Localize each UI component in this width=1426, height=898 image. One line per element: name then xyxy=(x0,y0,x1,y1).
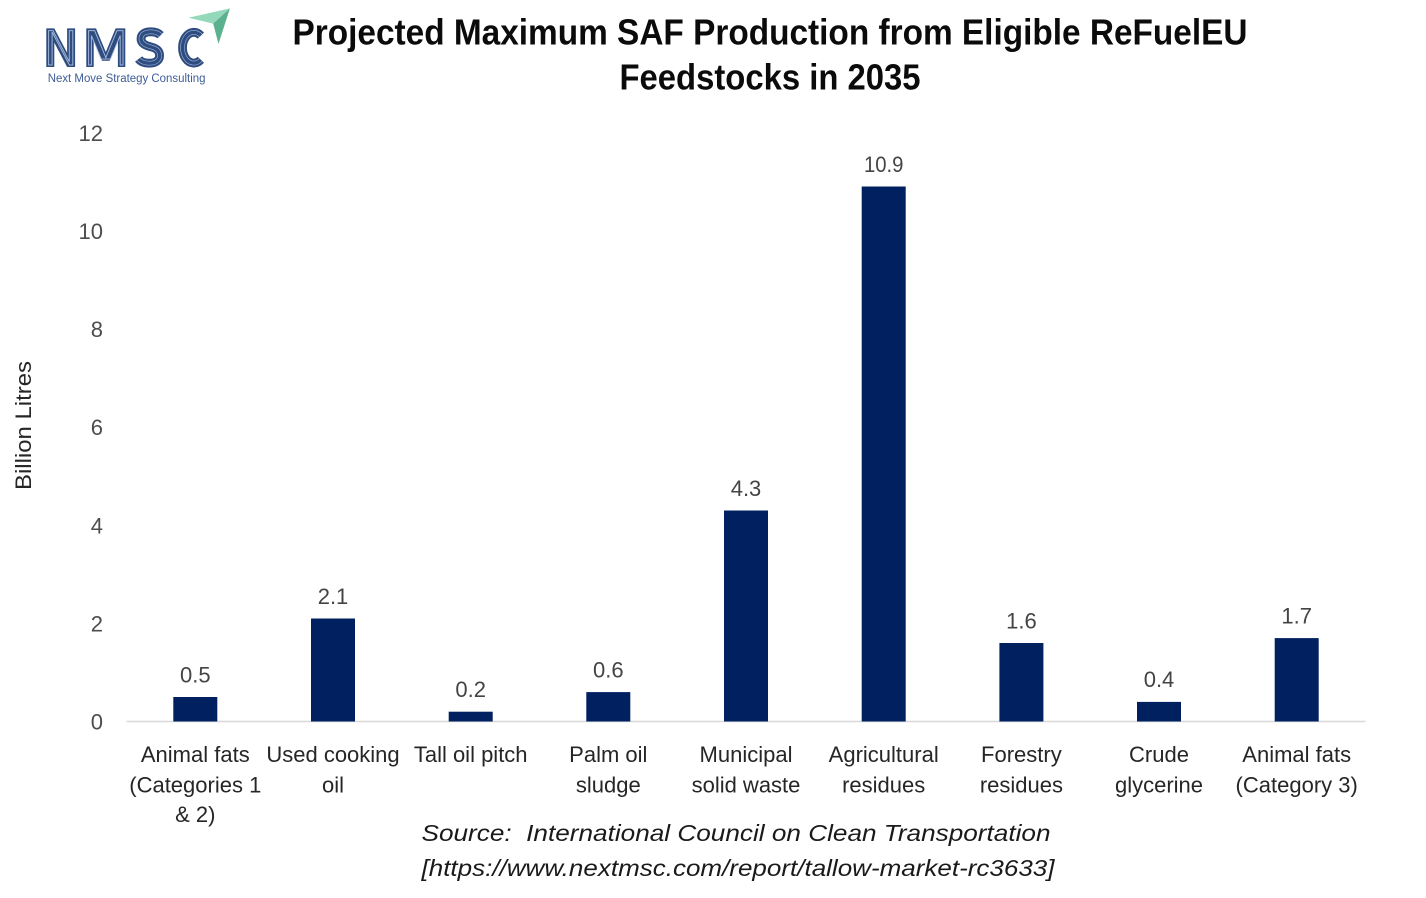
svg-text:residues: residues xyxy=(842,772,925,797)
svg-text:Municipal: Municipal xyxy=(700,742,793,767)
svg-text:(Categories 1: (Categories 1 xyxy=(129,772,261,797)
svg-text:0.5: 0.5 xyxy=(180,662,211,687)
svg-text:0.2: 0.2 xyxy=(455,677,486,702)
svg-text:10.9: 10.9 xyxy=(864,152,904,177)
svg-text:1.6: 1.6 xyxy=(1006,608,1037,633)
svg-text:Tall oil pitch: Tall oil pitch xyxy=(414,742,528,767)
svg-text:4.3: 4.3 xyxy=(731,476,762,501)
svg-text:oil: oil xyxy=(322,772,344,797)
svg-text:sludge: sludge xyxy=(576,772,641,797)
svg-text:Palm oil: Palm oil xyxy=(569,742,647,767)
svg-text:Feedstocks in 2035: Feedstocks in 2035 xyxy=(620,57,921,98)
svg-text:solid waste: solid waste xyxy=(692,772,801,797)
svg-text:Animal fats: Animal fats xyxy=(1242,742,1351,767)
svg-text:glycerine: glycerine xyxy=(1115,772,1203,797)
svg-text:Used cooking: Used cooking xyxy=(266,742,399,767)
svg-text:Next Move Strategy Consulting: Next Move Strategy Consulting xyxy=(48,73,206,85)
svg-text:0: 0 xyxy=(91,710,103,735)
svg-text:1.7: 1.7 xyxy=(1281,603,1312,628)
svg-text:6: 6 xyxy=(91,415,103,440)
svg-text:& 2): & 2) xyxy=(175,802,215,827)
svg-text:0.4: 0.4 xyxy=(1144,667,1175,692)
svg-text:Animal fats: Animal fats xyxy=(141,742,250,767)
svg-text:Crude: Crude xyxy=(1129,742,1189,767)
svg-text:10: 10 xyxy=(79,219,103,244)
svg-text:Billion Litres: Billion Litres xyxy=(11,361,36,490)
svg-text:2.1: 2.1 xyxy=(318,584,349,609)
svg-text:8: 8 xyxy=(91,317,103,342)
svg-text:0.6: 0.6 xyxy=(593,657,624,682)
svg-text:(Category 3): (Category 3) xyxy=(1236,772,1358,797)
svg-text:4: 4 xyxy=(91,513,103,538)
svg-text:Agricultural: Agricultural xyxy=(829,742,939,767)
svg-text:Forestry: Forestry xyxy=(981,742,1062,767)
svg-text:[https://www.nextmsc.com/repor: [https://www.nextmsc.com/report/tallow-m… xyxy=(420,855,1055,881)
svg-text:Source: International Council: Source: International Council on Clean T… xyxy=(422,820,1051,846)
svg-text:2: 2 xyxy=(91,611,103,636)
svg-text:residues: residues xyxy=(980,772,1063,797)
svg-text:Projected Maximum SAF Producti: Projected Maximum SAF Production from El… xyxy=(293,12,1248,53)
svg-text:12: 12 xyxy=(79,121,103,146)
